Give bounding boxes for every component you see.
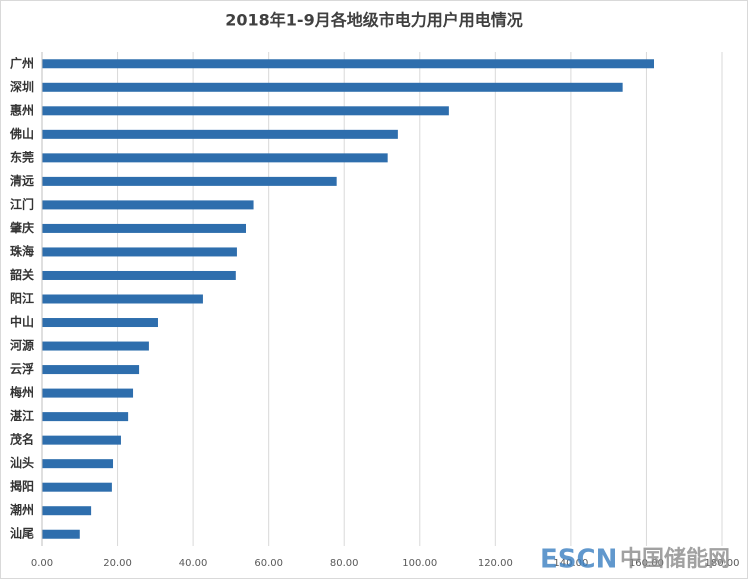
x-tick-label: 0.00 — [31, 558, 53, 569]
bar — [42, 341, 149, 351]
y-tick-label: 云浮 — [10, 361, 34, 376]
x-tick-label: 120.00 — [478, 558, 513, 569]
bar — [42, 247, 237, 257]
bar — [42, 223, 246, 233]
bar — [42, 318, 158, 328]
y-tick-label: 韶关 — [10, 267, 34, 282]
y-tick-label: 潮州 — [10, 502, 34, 517]
x-tick-label: 140.00 — [553, 558, 588, 569]
y-tick-label: 珠海 — [10, 243, 34, 258]
bar — [42, 388, 134, 398]
bar — [42, 153, 388, 163]
y-tick-label: 佛山 — [9, 126, 34, 141]
bar — [42, 506, 92, 516]
bar — [42, 529, 80, 539]
y-tick-label: 肇庆 — [10, 220, 34, 235]
y-tick-label: 江门 — [10, 196, 34, 211]
chart-title: 2018年1-9月各地级市电力用户用电情况 — [225, 11, 522, 30]
y-tick-label: 清远 — [10, 173, 34, 188]
y-tick-label: 揭阳 — [10, 479, 34, 494]
y-tick-label: 惠州 — [10, 102, 34, 117]
bar — [42, 200, 254, 210]
watermark-logo: ESCN — [540, 545, 617, 575]
bar — [42, 412, 129, 422]
x-tick-label: 100.00 — [402, 558, 437, 569]
bar — [42, 294, 203, 304]
x-tick-label: 180.00 — [705, 558, 740, 569]
y-tick-label: 湛江 — [10, 408, 34, 423]
y-tick-label: 梅州 — [10, 385, 34, 400]
bar — [42, 82, 623, 92]
y-tick-label: 中山 — [10, 314, 34, 329]
bar — [42, 270, 236, 280]
y-tick-label: 茂名 — [10, 432, 34, 447]
y-tick-label: 汕尾 — [10, 526, 34, 541]
y-tick-label: 东莞 — [10, 149, 34, 164]
bar — [42, 482, 112, 492]
y-tick-label: 深圳 — [10, 79, 34, 94]
y-tick-label: 广州 — [10, 55, 34, 70]
y-tick-label: 阳江 — [10, 291, 34, 306]
x-tick-label: 20.00 — [103, 558, 132, 569]
bar — [42, 106, 449, 116]
x-tick-label: 60.00 — [254, 558, 283, 569]
x-tick-label: 40.00 — [179, 558, 208, 569]
bar — [42, 129, 398, 139]
bar — [42, 365, 140, 375]
watermark-text: 中国储能网 — [620, 546, 730, 572]
x-tick-label: 160.00 — [629, 558, 664, 569]
x-tick-label: 80.00 — [330, 558, 359, 569]
bar — [42, 435, 121, 445]
bar — [42, 459, 114, 469]
bar — [42, 59, 654, 69]
bar — [42, 176, 337, 186]
y-tick-label: 河源 — [9, 338, 34, 353]
y-tick-label: 汕头 — [10, 455, 34, 470]
